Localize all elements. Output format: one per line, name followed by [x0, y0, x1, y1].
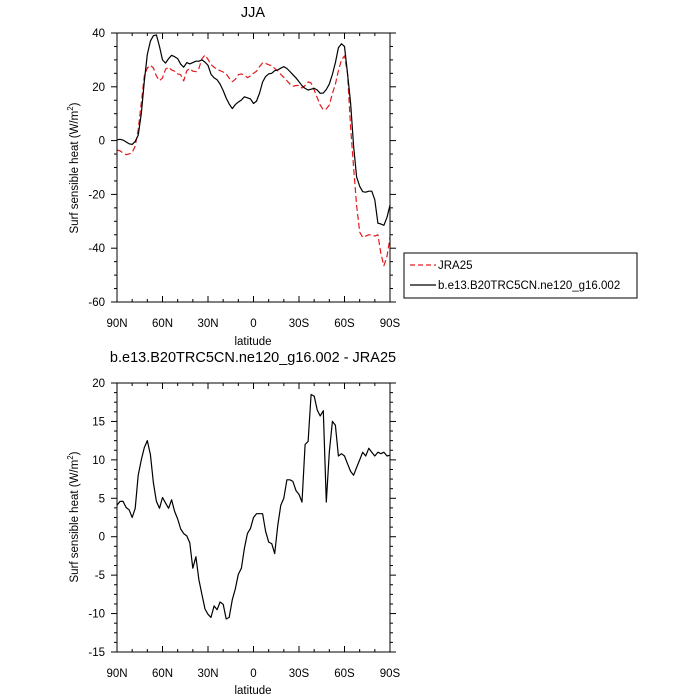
- x-tick-label: 60N: [152, 318, 173, 330]
- x-tick-label: 30S: [289, 668, 310, 680]
- top-panel-x-axis-title: latitude: [234, 336, 271, 348]
- y-tick-label: 0: [99, 136, 105, 148]
- top-panel-legend: JRA25 b.e13.B20TRC5CN.ne120_g16.002: [403, 252, 638, 299]
- y-tick-label: 10: [92, 455, 105, 467]
- top-panel-y-axis-title: Surf sensible heat (W/m2): [66, 102, 81, 233]
- bottom-panel-frame: [116, 382, 391, 653]
- series-line-jra25: [116, 54, 391, 267]
- bottom-panel: b.e13.B20TRC5CN.ne120_g16.002 - JRA25 90…: [66, 350, 401, 697]
- bottom-panel-y-axis-title-main: Surf sensible heat (W/m: [69, 460, 81, 583]
- x-tick-label: 30N: [197, 318, 218, 330]
- top-panel-frame: [116, 32, 391, 303]
- top-panel-y-axis-title-superscript: 2: [66, 106, 75, 111]
- x-tick-label: 60S: [334, 318, 355, 330]
- bottom-panel-title: b.e13.B20TRC5CN.ne120_g16.002 - JRA25: [110, 350, 396, 366]
- y-tick-label: -60: [88, 297, 105, 309]
- x-tick-label: 90N: [106, 668, 127, 680]
- y-tick-label: -5: [95, 570, 105, 582]
- y-tick-label: -15: [88, 647, 105, 659]
- x-tick-label: 90S: [380, 668, 401, 680]
- x-tick-label: 90N: [106, 318, 127, 330]
- bottom-panel-series: [116, 393, 391, 620]
- top-panel-tick-labels: 90N 60N 30N 0 30S 60S 90S 40 20 0 -20 -40 -60: [88, 28, 400, 330]
- x-tick-label: 0: [250, 668, 256, 680]
- x-tick-label: 0: [250, 318, 256, 330]
- top-panel-series: [116, 34, 391, 267]
- legend-label-model: b.e13.B20TRC5CN.ne120_g16.002: [438, 280, 620, 292]
- legend-label-jra25: JRA25: [438, 260, 473, 272]
- x-tick-label: 90S: [380, 318, 401, 330]
- top-panel: JJA 90N 60N 30N 0 30S 60S 90S 40 20 0 -20 -40 -60 la…: [66, 5, 638, 348]
- y-tick-label: 5: [99, 493, 105, 505]
- bottom-panel-tick-labels: 90N 60N 30N 0 30S 60S 90S 20 15 10 5 0 -5 -10 -15: [88, 378, 400, 680]
- y-tick-label: -20: [88, 189, 105, 201]
- y-tick-label: 0: [99, 532, 105, 544]
- bottom-panel-y-axis-title: Surf sensible heat (W/m2): [66, 451, 81, 582]
- top-panel-y-axis-title-main: Surf sensible heat (W/m: [69, 111, 81, 234]
- y-tick-label: 20: [92, 82, 105, 94]
- bottom-panel-y-axis-title-superscript: 2: [66, 455, 75, 460]
- x-tick-label: 30N: [197, 668, 218, 680]
- y-tick-label: 40: [92, 28, 105, 40]
- bottom-panel-x-axis-title: latitude: [234, 685, 271, 697]
- y-tick-label: 20: [92, 378, 105, 390]
- series-line-difference: [116, 393, 391, 620]
- x-tick-label: 30S: [289, 318, 310, 330]
- legend-box: [403, 252, 638, 299]
- x-tick-label: 60N: [152, 668, 173, 680]
- bottom-panel-y-axis-title-close: ): [69, 451, 81, 455]
- x-tick-label: 60S: [334, 668, 355, 680]
- top-panel-title: JJA: [241, 5, 266, 21]
- y-tick-label: 15: [92, 416, 105, 428]
- y-tick-label: -10: [88, 609, 105, 621]
- series-line-b-e13-b20trc5cn-ne120-g16-002: [116, 34, 391, 226]
- top-panel-y-axis-title-close: ): [69, 102, 81, 106]
- y-tick-label: -40: [88, 243, 105, 255]
